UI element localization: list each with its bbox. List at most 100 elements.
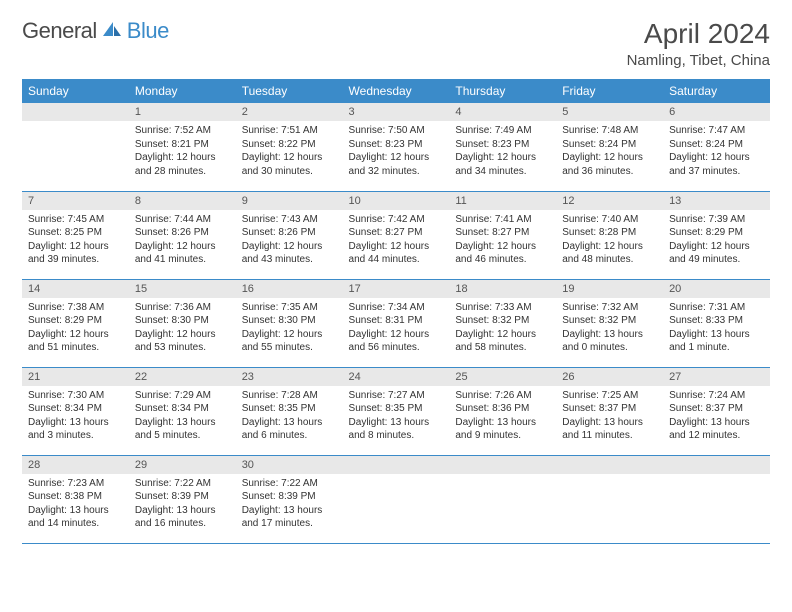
sunset-line: Sunset: 8:27 PM xyxy=(349,226,444,240)
daylight-line: Daylight: 13 hours and 5 minutes. xyxy=(135,416,230,443)
location-text: Namling, Tibet, China xyxy=(627,52,770,69)
sunset-line: Sunset: 8:34 PM xyxy=(135,402,230,416)
calendar-day-cell: 29Sunrise: 7:22 AMSunset: 8:39 PMDayligh… xyxy=(129,455,236,543)
day-number-bar: 27 xyxy=(663,368,770,386)
day-content: Sunrise: 7:34 AMSunset: 8:31 PMDaylight:… xyxy=(343,298,450,359)
daylight-line: Daylight: 12 hours and 39 minutes. xyxy=(28,240,123,267)
daylight-line: Daylight: 13 hours and 1 minute. xyxy=(669,328,764,355)
day-content: Sunrise: 7:31 AMSunset: 8:33 PMDaylight:… xyxy=(663,298,770,359)
sunrise-line: Sunrise: 7:35 AM xyxy=(242,301,337,315)
day-content: Sunrise: 7:51 AMSunset: 8:22 PMDaylight:… xyxy=(236,121,343,182)
day-content: Sunrise: 7:28 AMSunset: 8:35 PMDaylight:… xyxy=(236,386,343,447)
daylight-line: Daylight: 13 hours and 0 minutes. xyxy=(562,328,657,355)
day-content: Sunrise: 7:41 AMSunset: 8:27 PMDaylight:… xyxy=(449,210,556,271)
day-content: Sunrise: 7:44 AMSunset: 8:26 PMDaylight:… xyxy=(129,210,236,271)
day-content: Sunrise: 7:33 AMSunset: 8:32 PMDaylight:… xyxy=(449,298,556,359)
calendar-day-cell: 20Sunrise: 7:31 AMSunset: 8:33 PMDayligh… xyxy=(663,279,770,367)
calendar-day-cell: 22Sunrise: 7:29 AMSunset: 8:34 PMDayligh… xyxy=(129,367,236,455)
day-number-bar xyxy=(22,103,129,121)
calendar-day-cell xyxy=(22,103,129,191)
daylight-line: Daylight: 13 hours and 6 minutes. xyxy=(242,416,337,443)
sunrise-line: Sunrise: 7:30 AM xyxy=(28,389,123,403)
sunrise-line: Sunrise: 7:26 AM xyxy=(455,389,550,403)
day-number-bar xyxy=(343,456,450,474)
daylight-line: Daylight: 12 hours and 58 minutes. xyxy=(455,328,550,355)
day-number-bar: 16 xyxy=(236,280,343,298)
sunset-line: Sunset: 8:24 PM xyxy=(669,138,764,152)
calendar-day-cell: 7Sunrise: 7:45 AMSunset: 8:25 PMDaylight… xyxy=(22,191,129,279)
sunrise-line: Sunrise: 7:27 AM xyxy=(349,389,444,403)
day-content: Sunrise: 7:45 AMSunset: 8:25 PMDaylight:… xyxy=(22,210,129,271)
sunset-line: Sunset: 8:24 PM xyxy=(562,138,657,152)
sunrise-line: Sunrise: 7:47 AM xyxy=(669,124,764,138)
day-content: Sunrise: 7:22 AMSunset: 8:39 PMDaylight:… xyxy=(236,474,343,535)
title-block: April 2024 Namling, Tibet, China xyxy=(627,18,770,69)
day-number-bar: 6 xyxy=(663,103,770,121)
day-number-bar: 3 xyxy=(343,103,450,121)
sunrise-line: Sunrise: 7:42 AM xyxy=(349,213,444,227)
sunrise-line: Sunrise: 7:36 AM xyxy=(135,301,230,315)
daylight-line: Daylight: 12 hours and 36 minutes. xyxy=(562,151,657,178)
sunrise-line: Sunrise: 7:38 AM xyxy=(28,301,123,315)
calendar-week-row: 21Sunrise: 7:30 AMSunset: 8:34 PMDayligh… xyxy=(22,367,770,455)
sunset-line: Sunset: 8:26 PM xyxy=(135,226,230,240)
daylight-line: Daylight: 13 hours and 16 minutes. xyxy=(135,504,230,531)
sunrise-line: Sunrise: 7:22 AM xyxy=(135,477,230,491)
sunrise-line: Sunrise: 7:32 AM xyxy=(562,301,657,315)
calendar-day-cell xyxy=(663,455,770,543)
sunrise-line: Sunrise: 7:34 AM xyxy=(349,301,444,315)
daylight-line: Daylight: 12 hours and 30 minutes. xyxy=(242,151,337,178)
sunset-line: Sunset: 8:36 PM xyxy=(455,402,550,416)
daylight-line: Daylight: 12 hours and 49 minutes. xyxy=(669,240,764,267)
day-number-bar: 7 xyxy=(22,192,129,210)
day-number-bar: 28 xyxy=(22,456,129,474)
calendar-day-cell xyxy=(343,455,450,543)
day-content: Sunrise: 7:43 AMSunset: 8:26 PMDaylight:… xyxy=(236,210,343,271)
day-content: Sunrise: 7:32 AMSunset: 8:32 PMDaylight:… xyxy=(556,298,663,359)
sunset-line: Sunset: 8:29 PM xyxy=(28,314,123,328)
calendar-day-cell: 17Sunrise: 7:34 AMSunset: 8:31 PMDayligh… xyxy=(343,279,450,367)
sunset-line: Sunset: 8:39 PM xyxy=(135,490,230,504)
daylight-line: Daylight: 13 hours and 17 minutes. xyxy=(242,504,337,531)
weekday-header: Tuesday xyxy=(236,79,343,103)
sunrise-line: Sunrise: 7:31 AM xyxy=(669,301,764,315)
day-number-bar xyxy=(449,456,556,474)
calendar-table: SundayMondayTuesdayWednesdayThursdayFrid… xyxy=(22,79,770,544)
calendar-week-row: 28Sunrise: 7:23 AMSunset: 8:38 PMDayligh… xyxy=(22,455,770,543)
calendar-day-cell: 11Sunrise: 7:41 AMSunset: 8:27 PMDayligh… xyxy=(449,191,556,279)
day-content: Sunrise: 7:23 AMSunset: 8:38 PMDaylight:… xyxy=(22,474,129,535)
sunset-line: Sunset: 8:28 PM xyxy=(562,226,657,240)
weekday-header: Thursday xyxy=(449,79,556,103)
calendar-day-cell: 24Sunrise: 7:27 AMSunset: 8:35 PMDayligh… xyxy=(343,367,450,455)
sunset-line: Sunset: 8:29 PM xyxy=(669,226,764,240)
day-content: Sunrise: 7:24 AMSunset: 8:37 PMDaylight:… xyxy=(663,386,770,447)
calendar-day-cell: 14Sunrise: 7:38 AMSunset: 8:29 PMDayligh… xyxy=(22,279,129,367)
sunrise-line: Sunrise: 7:22 AM xyxy=(242,477,337,491)
day-content: Sunrise: 7:35 AMSunset: 8:30 PMDaylight:… xyxy=(236,298,343,359)
sunset-line: Sunset: 8:37 PM xyxy=(669,402,764,416)
sunset-line: Sunset: 8:32 PM xyxy=(562,314,657,328)
calendar-day-cell: 19Sunrise: 7:32 AMSunset: 8:32 PMDayligh… xyxy=(556,279,663,367)
sail-icon xyxy=(101,18,123,44)
sunset-line: Sunset: 8:30 PM xyxy=(135,314,230,328)
daylight-line: Daylight: 12 hours and 37 minutes. xyxy=(669,151,764,178)
brand-name-1: General xyxy=(22,18,97,44)
day-number-bar: 22 xyxy=(129,368,236,386)
day-number-bar: 25 xyxy=(449,368,556,386)
calendar-day-cell: 30Sunrise: 7:22 AMSunset: 8:39 PMDayligh… xyxy=(236,455,343,543)
calendar-body: 1Sunrise: 7:52 AMSunset: 8:21 PMDaylight… xyxy=(22,103,770,543)
sunset-line: Sunset: 8:27 PM xyxy=(455,226,550,240)
sunset-line: Sunset: 8:23 PM xyxy=(349,138,444,152)
day-number-bar: 15 xyxy=(129,280,236,298)
sunrise-line: Sunrise: 7:52 AM xyxy=(135,124,230,138)
sunset-line: Sunset: 8:21 PM xyxy=(135,138,230,152)
day-content: Sunrise: 7:27 AMSunset: 8:35 PMDaylight:… xyxy=(343,386,450,447)
brand-name-2: Blue xyxy=(127,18,169,44)
sunrise-line: Sunrise: 7:45 AM xyxy=(28,213,123,227)
day-number-bar: 4 xyxy=(449,103,556,121)
calendar-day-cell: 12Sunrise: 7:40 AMSunset: 8:28 PMDayligh… xyxy=(556,191,663,279)
calendar-day-cell: 28Sunrise: 7:23 AMSunset: 8:38 PMDayligh… xyxy=(22,455,129,543)
day-content: Sunrise: 7:50 AMSunset: 8:23 PMDaylight:… xyxy=(343,121,450,182)
day-content: Sunrise: 7:38 AMSunset: 8:29 PMDaylight:… xyxy=(22,298,129,359)
day-content: Sunrise: 7:26 AMSunset: 8:36 PMDaylight:… xyxy=(449,386,556,447)
